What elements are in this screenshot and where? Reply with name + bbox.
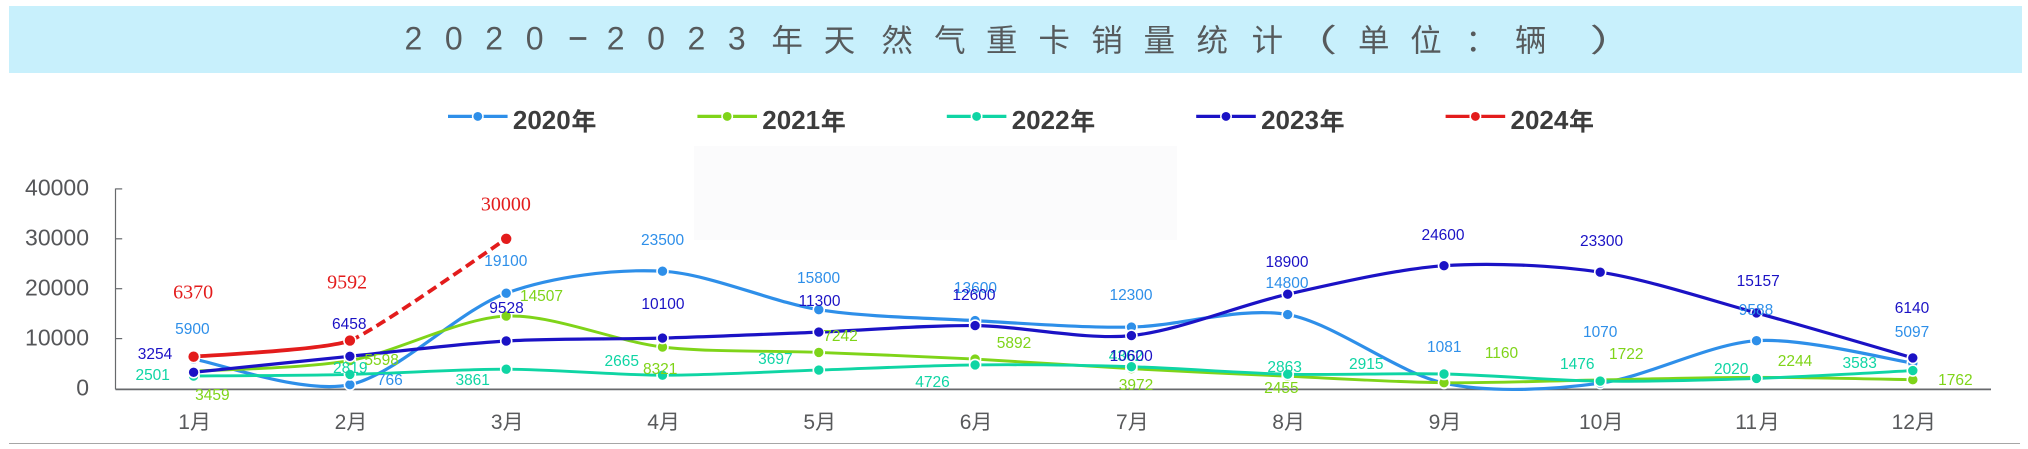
svg-text:3: 3 <box>491 411 503 434</box>
svg-text:2: 2 <box>485 21 503 57</box>
svg-text:2024: 2024 <box>1511 105 1569 135</box>
svg-text:2: 2 <box>688 21 706 57</box>
svg-text:3: 3 <box>728 21 746 57</box>
svg-text:5: 5 <box>803 411 815 434</box>
svg-text:2021: 2021 <box>762 105 820 135</box>
svg-text:2: 2 <box>607 21 625 57</box>
svg-text:4: 4 <box>647 411 659 434</box>
svg-text:11: 11 <box>1735 411 1757 434</box>
svg-text:9: 9 <box>1429 411 1441 434</box>
svg-text:0: 0 <box>526 21 544 57</box>
svg-text:10: 10 <box>1579 411 1602 434</box>
svg-text:2023: 2023 <box>1261 105 1319 135</box>
svg-text:1: 1 <box>178 411 190 434</box>
svg-text:2: 2 <box>405 21 423 57</box>
svg-text:0: 0 <box>647 21 665 57</box>
svg-text:0: 0 <box>445 21 463 57</box>
svg-text:8: 8 <box>1272 411 1284 434</box>
svg-text:7: 7 <box>1116 411 1128 434</box>
svg-text:2: 2 <box>335 411 347 434</box>
svg-text:2020: 2020 <box>513 105 571 135</box>
svg-text:6: 6 <box>960 411 972 434</box>
svg-text:2022: 2022 <box>1012 105 1070 135</box>
svg-text:12: 12 <box>1892 411 1915 434</box>
